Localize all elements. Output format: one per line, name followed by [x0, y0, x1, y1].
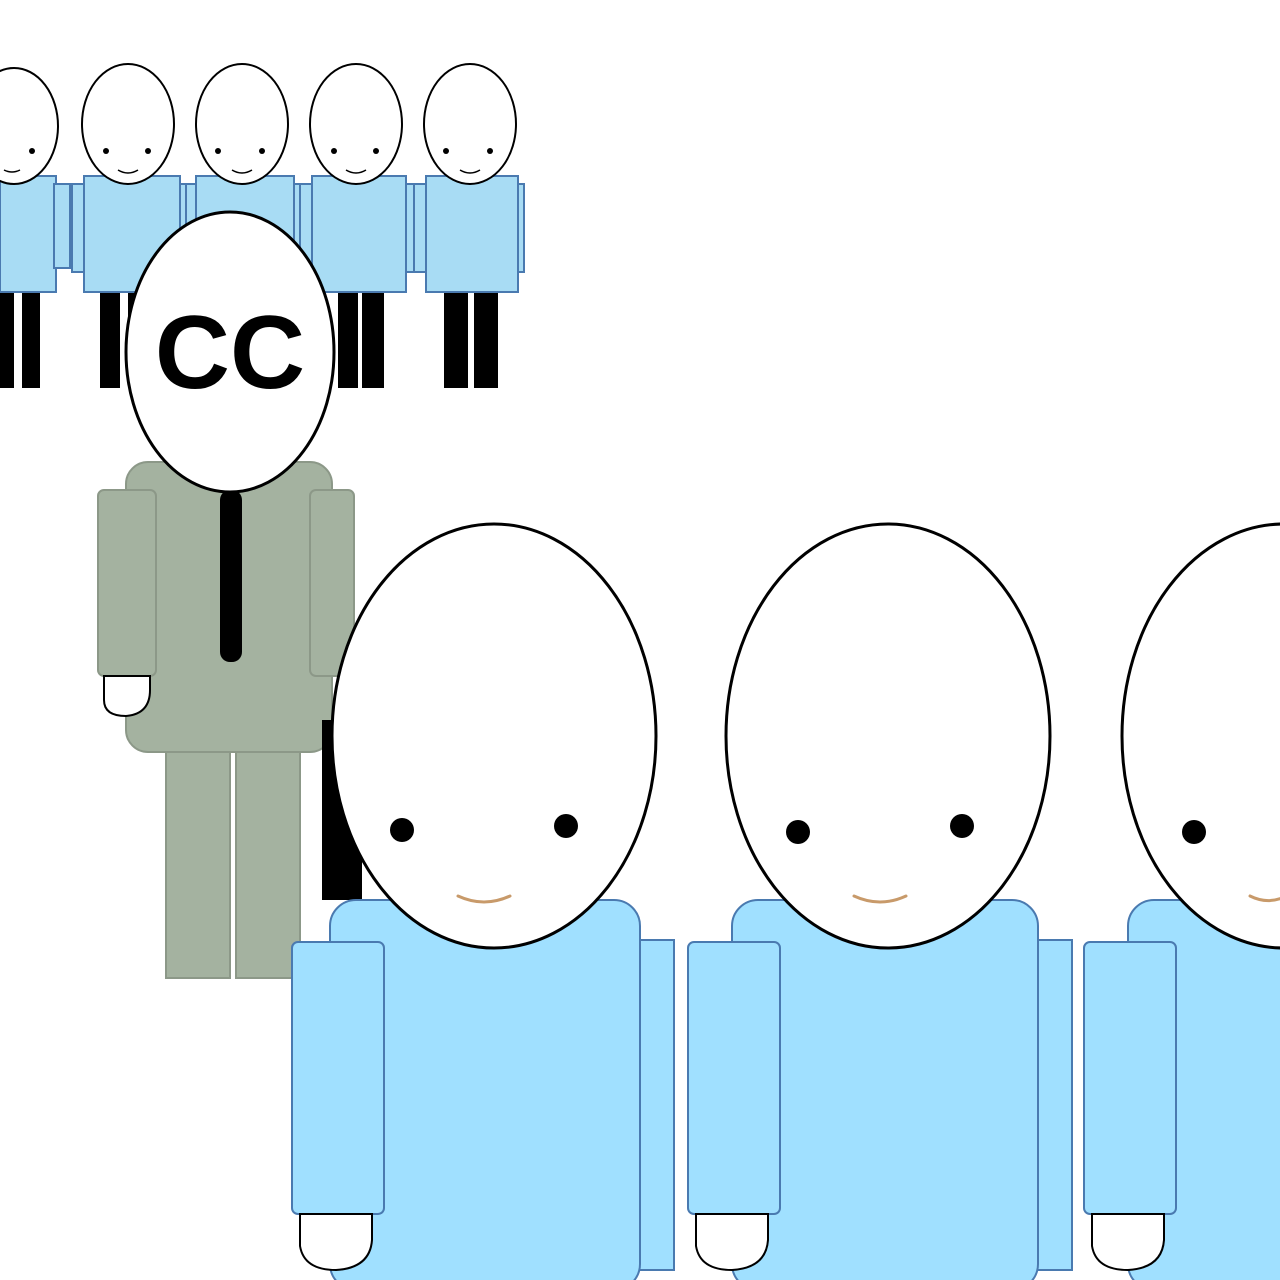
back-row: [0, 63, 525, 388]
small-worker-figure-icon: [413, 63, 525, 388]
small-worker-figure-icon: [0, 67, 71, 388]
manager-head-label: CC: [155, 295, 305, 411]
large-worker-figure-icon: [291, 522, 675, 1280]
small-worker-figure-icon: [299, 63, 415, 388]
large-worker-figure-icon: [687, 522, 1073, 1280]
front-row: [291, 522, 1280, 1280]
manager-figure-icon: CC: [97, 210, 355, 979]
large-worker-figure-icon: [1083, 522, 1280, 1280]
